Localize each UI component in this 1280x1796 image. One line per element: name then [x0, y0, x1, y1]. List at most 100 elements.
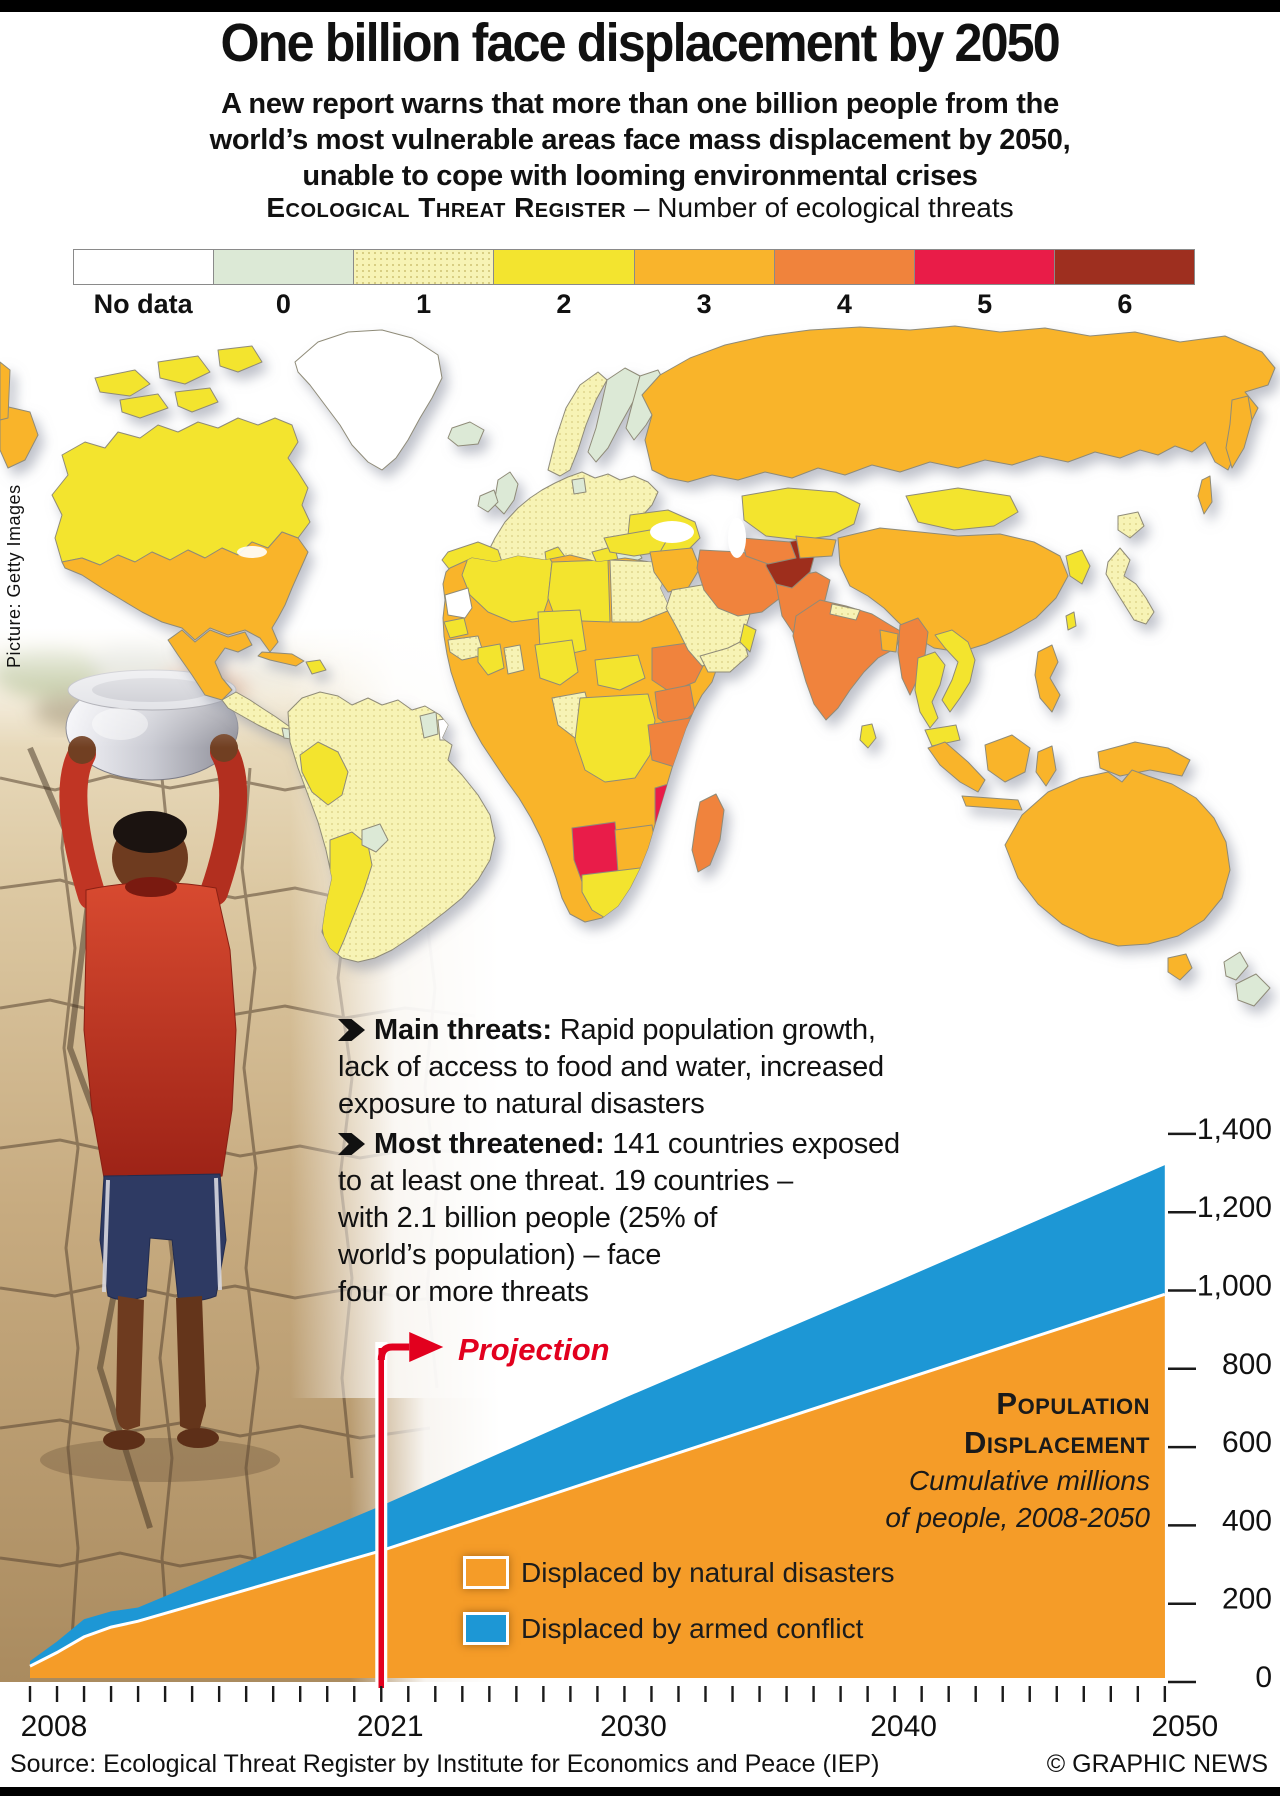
country-mongolia — [905, 487, 1019, 531]
country-oman — [739, 623, 757, 653]
projection-label: Projection — [458, 1332, 610, 1367]
country-vietnam — [934, 629, 976, 713]
note-main-threats: Main threats: Rapid population growth, l… — [338, 1012, 998, 1123]
country-norway — [547, 371, 608, 477]
country-japan — [1105, 547, 1155, 625]
area-divider-line — [29, 1292, 1166, 1668]
threat-scale-labels: No data 0 1 2 3 4 5 6 — [73, 289, 1195, 320]
y-tick-label: 0 — [1255, 1661, 1272, 1694]
country-car — [594, 654, 646, 691]
scale-label: 3 — [696, 289, 712, 319]
x-tick-label: 2050 — [1151, 1710, 1218, 1743]
country-sweden — [587, 367, 641, 463]
y-tick-label: 600 — [1222, 1426, 1272, 1459]
map-heading-rest: – Number of ecological threats — [626, 192, 1014, 223]
country-yemen — [699, 639, 749, 673]
country-india — [792, 599, 903, 721]
borneo — [984, 734, 1031, 783]
country-bangladesh — [879, 629, 899, 653]
subtitle-line: world’s most vulnerable areas face mass … — [209, 124, 1071, 156]
arctic-islands — [94, 345, 263, 419]
country-philippines — [1034, 644, 1061, 713]
landmasses — [0, 325, 1276, 1007]
note-body: Rapid population growth, lack of access … — [338, 1014, 884, 1120]
country-thailand — [914, 651, 946, 729]
country-guyana — [419, 711, 439, 739]
country-iceland — [447, 421, 485, 447]
foot — [103, 1430, 145, 1450]
scale-label: No data — [93, 289, 193, 319]
country-srilanka — [859, 723, 877, 749]
country-lesotho — [626, 894, 638, 906]
x-tick-label: 2021 — [357, 1710, 424, 1743]
scale-swatch-1 — [353, 250, 494, 284]
country-malaysia — [924, 724, 961, 747]
top-rule — [0, 0, 1280, 12]
graphic-news-credit: © GRAPHIC NEWS — [1046, 1750, 1268, 1778]
country-suriname — [437, 717, 453, 741]
subtitle-line: A new report warns that more than one bi… — [221, 88, 1059, 120]
ground-shadow — [40, 1438, 280, 1482]
country-greenland — [294, 329, 443, 471]
map-heading-label: Ecological Threat Register — [266, 192, 627, 223]
legend-natural-disasters: Displaced by natural disasters — [463, 1556, 895, 1589]
leg — [176, 1296, 206, 1430]
scale-swatch-0 — [213, 250, 354, 284]
photo-credit: Picture: Getty Images — [4, 484, 24, 668]
tasmania — [1167, 953, 1193, 981]
page-title: One billion face displacement by 2050 — [220, 13, 1061, 73]
country-guinea — [447, 635, 485, 661]
country-usa — [61, 531, 309, 653]
chart-title-line: Displacement — [963, 1425, 1150, 1460]
black-sea — [650, 521, 694, 543]
displacement-chart: 0 200 400 600 800 1,000 1,200 1,400 2008 2021 2030… — [21, 1113, 1272, 1743]
scale-label: 4 — [836, 289, 852, 319]
y-tick-label: 800 — [1222, 1348, 1272, 1381]
legend-armed-conflict: Displaced by armed conflict — [463, 1612, 863, 1645]
scale-swatch-4 — [773, 250, 914, 284]
y-tick-label: 1,200 — [1197, 1191, 1272, 1224]
shorts — [99, 1173, 227, 1302]
caspian-sea — [728, 518, 746, 558]
y-tick-label: 1,000 — [1197, 1270, 1272, 1303]
country-drc — [574, 693, 656, 783]
sulawesi — [1035, 745, 1057, 787]
legend-label: Displaced by armed conflict — [521, 1612, 864, 1644]
country-cuba — [257, 651, 305, 667]
scale-label: 1 — [416, 289, 432, 319]
country-nepal — [829, 603, 861, 621]
hispaniola — [305, 659, 327, 675]
country-mozambique — [649, 779, 691, 889]
country-alaska — [0, 404, 39, 469]
projection-arrow-head — [409, 1332, 444, 1362]
x-tick-label: 2030 — [600, 1710, 667, 1743]
y-tick-label: 400 — [1222, 1504, 1272, 1537]
country-korea — [1065, 549, 1091, 585]
country-kazakhstan — [741, 487, 861, 541]
scale-swatch-2 — [493, 250, 634, 284]
nz-north — [1223, 951, 1249, 981]
java — [961, 795, 1023, 811]
country-ivorycoast — [477, 643, 505, 676]
hokkaido — [1117, 511, 1145, 539]
nz-south — [1235, 973, 1271, 1007]
area-armed-conflict — [30, 1165, 1165, 1667]
scale-swatch-no-data — [74, 250, 214, 284]
country-uzbekistan — [741, 537, 797, 565]
country-uk — [493, 471, 519, 515]
country-canada — [51, 417, 311, 566]
chart-subtitle-line: of people, 2008-2050 — [885, 1502, 1150, 1533]
blue-swatch — [463, 1612, 509, 1645]
country-china — [837, 527, 1069, 653]
chart-title-line: Population — [996, 1386, 1150, 1421]
x-tick-label: 2008 — [21, 1710, 88, 1743]
y-tick-label: 200 — [1222, 1583, 1272, 1616]
right-arm — [200, 738, 248, 906]
country-kyrgyzstan — [795, 535, 837, 559]
arrow-bullet-icon — [338, 1133, 365, 1155]
orange-swatch — [463, 1556, 509, 1589]
world-map — [0, 325, 1276, 1007]
country-wsahara — [444, 587, 473, 619]
chart-title-block: Population Displacement Cumulative milli… — [885, 1384, 1150, 1536]
